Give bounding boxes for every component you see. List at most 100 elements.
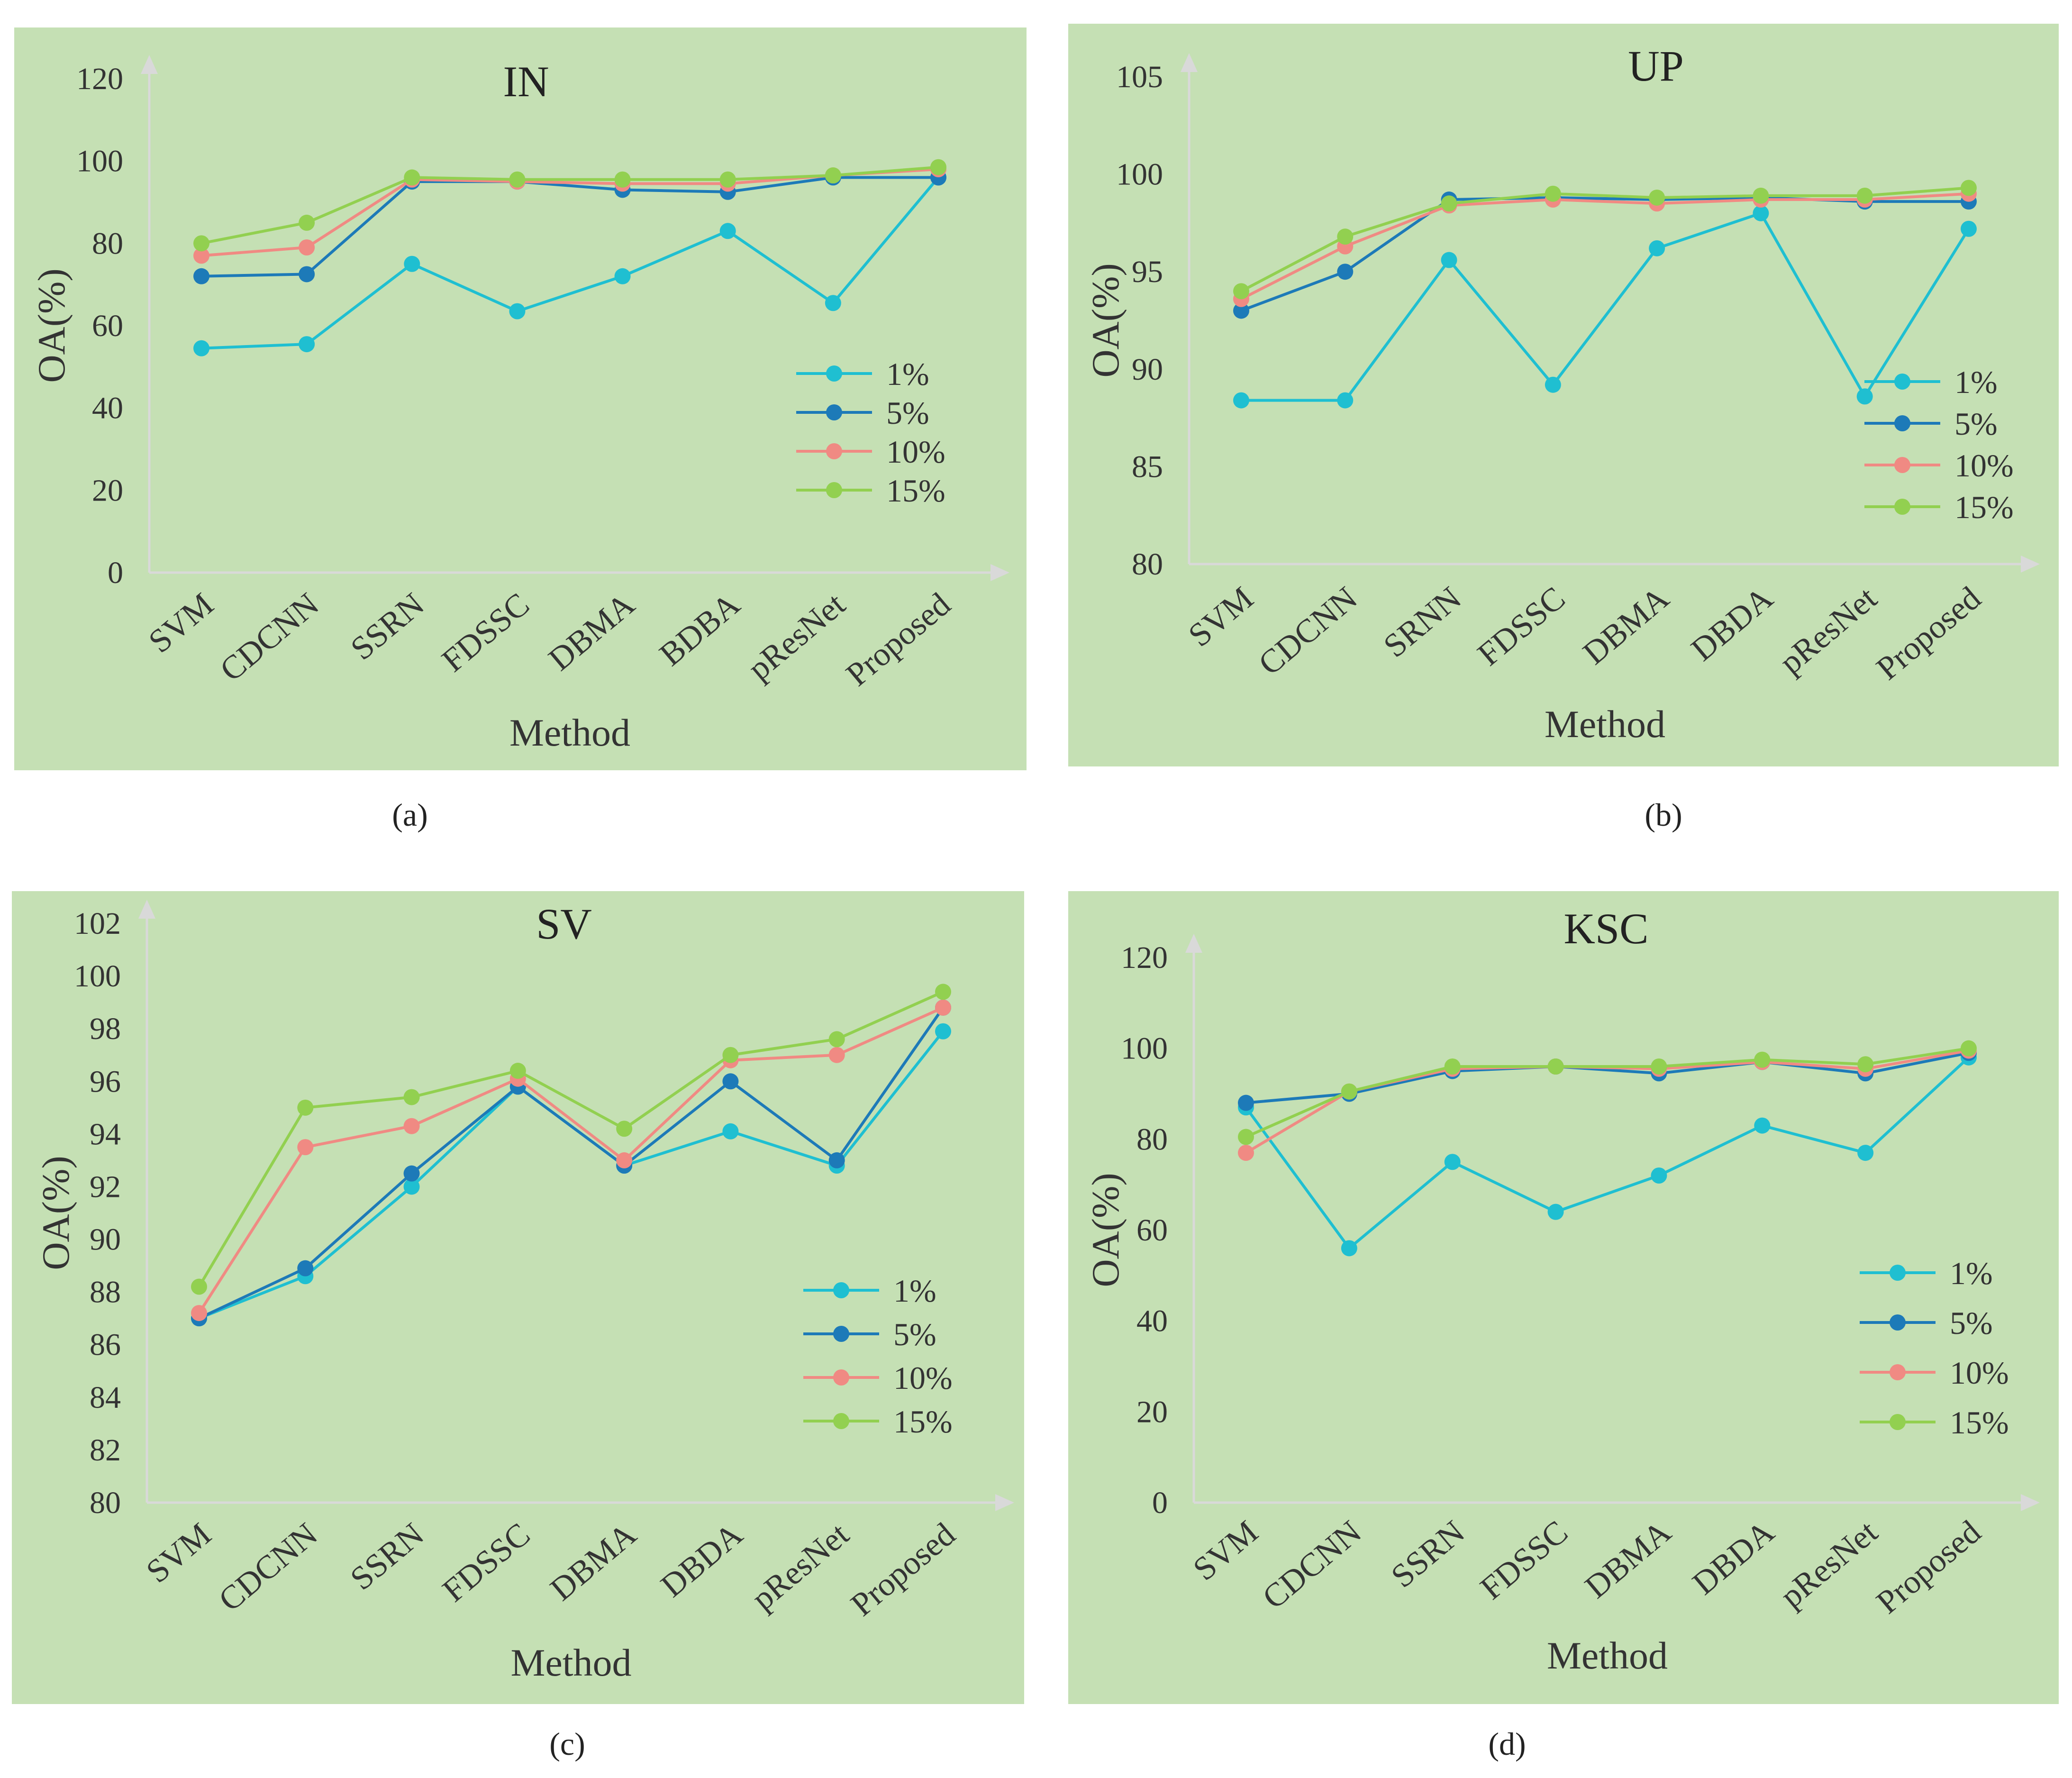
series-line-15pct	[201, 165, 939, 245]
series-line-10pct	[1240, 192, 1969, 301]
caption-b: (b)	[1645, 797, 1682, 833]
y-axis-label: OA(%)	[34, 1156, 77, 1270]
y-tick-label: 40	[1136, 1304, 1168, 1339]
series-line-15pct	[1245, 1047, 1969, 1139]
x-axis-arrow	[991, 564, 1009, 581]
data-point	[614, 171, 631, 188]
data-point	[719, 223, 736, 239]
x-axis-arrow	[995, 1494, 1014, 1511]
data-point	[193, 247, 209, 264]
data-point	[403, 1118, 420, 1134]
chart-title: UP	[1628, 42, 1684, 90]
y-axis-arrow	[1181, 53, 1198, 72]
y-tick-label: 96	[90, 1064, 121, 1099]
data-point	[1341, 1240, 1357, 1257]
y-tick-label: 105	[1116, 60, 1163, 94]
y-tick-label: 98	[90, 1012, 121, 1046]
data-point	[1337, 264, 1354, 280]
data-point	[722, 1047, 739, 1063]
data-point	[719, 171, 736, 188]
y-tick-label: 82	[90, 1433, 121, 1468]
data-point	[191, 1278, 207, 1295]
data-point	[1547, 1058, 1564, 1075]
legend-swatch-marker	[833, 1369, 849, 1386]
y-tick-label: 20	[1136, 1395, 1168, 1429]
legend-label: 15%	[886, 473, 945, 509]
legend-label: 1%	[893, 1273, 936, 1309]
data-point	[1238, 1094, 1254, 1111]
data-point	[1754, 1117, 1771, 1134]
y-tick-label: 86	[90, 1328, 121, 1362]
y-tick-label: 60	[92, 309, 123, 343]
series-line-1pct	[1245, 1056, 1970, 1250]
caption-d: (d)	[1488, 1726, 1526, 1762]
data-point	[1233, 283, 1249, 300]
y-tick-label: 90	[90, 1222, 121, 1257]
data-point	[193, 340, 209, 356]
x-axis-arrow	[2021, 556, 2040, 573]
legend-swatch-marker	[1894, 499, 1910, 515]
data-point	[1441, 252, 1457, 268]
series-line-15pct	[1240, 186, 1969, 292]
y-tick-label: 20	[92, 473, 123, 508]
y-tick-label: 80	[1136, 1122, 1168, 1157]
data-point	[616, 1152, 633, 1168]
legend-label: 5%	[1954, 406, 1998, 442]
caption-a: (a)	[392, 797, 428, 833]
data-point	[1545, 185, 1561, 202]
legend-label: 15%	[1954, 489, 2014, 525]
y-tick-label: 0	[108, 556, 123, 590]
y-axis-arrow	[1185, 934, 1202, 953]
data-point	[825, 167, 841, 184]
data-point	[191, 1305, 207, 1322]
legend-label: 5%	[893, 1316, 936, 1352]
legend-swatch-marker	[1890, 1265, 1906, 1281]
y-tick-label: 84	[90, 1380, 121, 1415]
plot-background	[1068, 24, 2059, 766]
y-axis-label: OA(%)	[1084, 1173, 1127, 1287]
data-point	[297, 1139, 314, 1156]
legend-swatch-marker	[833, 1282, 849, 1298]
legend-label: 10%	[886, 434, 945, 470]
data-point	[509, 171, 526, 188]
chart-title: SV	[536, 900, 592, 948]
y-tick-label: 94	[90, 1117, 121, 1151]
legend-swatch-marker	[1894, 415, 1910, 431]
data-point	[1856, 187, 1873, 204]
data-point	[616, 1121, 633, 1137]
series-line-15pct	[198, 990, 944, 1288]
data-point	[828, 1031, 845, 1048]
legend-swatch-marker	[833, 1413, 849, 1429]
y-tick-label: 60	[1136, 1213, 1168, 1248]
legend-swatch-marker	[1890, 1414, 1906, 1430]
y-tick-label: 40	[92, 391, 123, 426]
y-tick-label: 88	[90, 1275, 121, 1310]
legend-label: 1%	[1950, 1255, 1993, 1291]
legend-label: 1%	[886, 356, 929, 392]
data-point	[1649, 240, 1665, 256]
y-tick-label: 120	[76, 62, 123, 96]
plot-background	[14, 27, 1027, 770]
data-point	[1238, 1129, 1254, 1145]
data-point	[930, 159, 946, 175]
chart-panel-up: UP 80 85 90 95 100 105 OA(%) SVM CDCNN SRNN FDSSC DB…	[1068, 24, 2059, 766]
data-point	[1961, 1040, 1977, 1057]
data-point	[404, 255, 420, 272]
data-point	[299, 266, 315, 283]
legend-swatch-marker	[1890, 1314, 1906, 1331]
chart-title: IN	[503, 57, 549, 106]
data-point	[1233, 302, 1249, 319]
y-axis-arrow	[138, 900, 155, 919]
legend-swatch-marker	[826, 404, 842, 420]
data-point	[299, 239, 315, 256]
data-point	[1961, 220, 1977, 237]
y-tick-label: 0	[1152, 1486, 1168, 1520]
x-axis-label: Method	[510, 1641, 631, 1684]
data-point	[1961, 180, 1977, 196]
y-tick-label: 100	[1116, 157, 1163, 192]
legend-label: 5%	[1950, 1305, 1993, 1341]
data-point	[509, 303, 526, 319]
data-point	[1233, 392, 1249, 409]
y-tick-label: 95	[1132, 255, 1163, 289]
